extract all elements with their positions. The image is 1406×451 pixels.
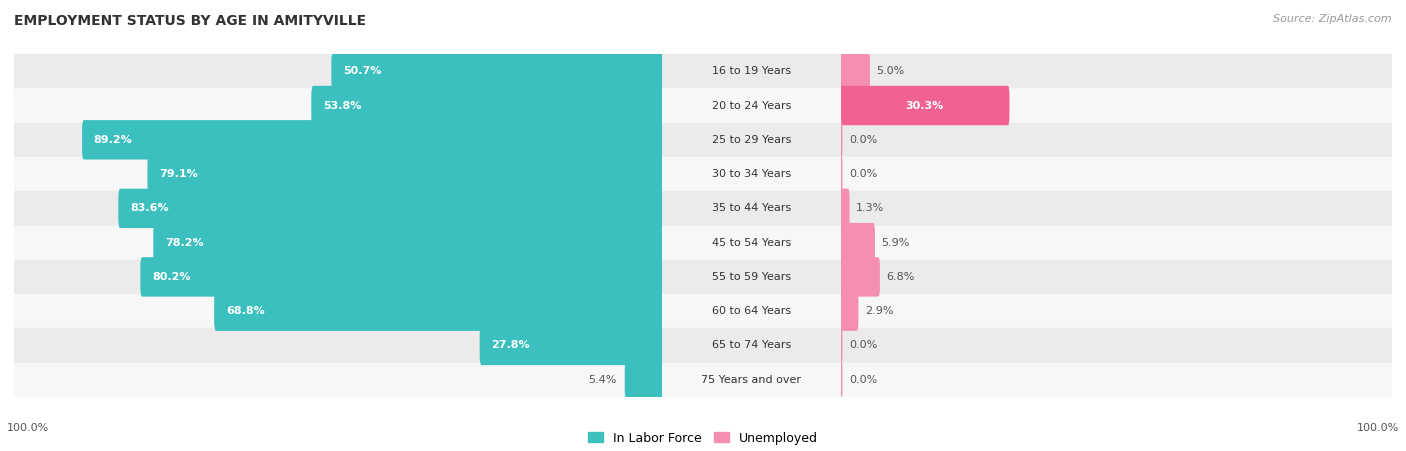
Text: 35 to 44 Years: 35 to 44 Years <box>711 203 790 213</box>
FancyBboxPatch shape <box>839 360 842 400</box>
FancyBboxPatch shape <box>214 291 664 331</box>
Bar <box>662 123 841 157</box>
Text: 80.2%: 80.2% <box>152 272 190 282</box>
FancyBboxPatch shape <box>839 154 842 194</box>
Bar <box>14 328 662 363</box>
Text: 89.2%: 89.2% <box>94 135 132 145</box>
Bar <box>662 54 841 88</box>
Text: 27.8%: 27.8% <box>491 341 530 350</box>
Text: 53.8%: 53.8% <box>323 101 361 110</box>
Bar <box>14 54 662 88</box>
FancyBboxPatch shape <box>153 223 664 262</box>
Bar <box>662 363 841 397</box>
Text: 30 to 34 Years: 30 to 34 Years <box>711 169 790 179</box>
Text: 78.2%: 78.2% <box>165 238 204 248</box>
Text: 1.3%: 1.3% <box>856 203 884 213</box>
Text: 100.0%: 100.0% <box>7 423 49 433</box>
Bar <box>841 191 1392 226</box>
Text: 0.0%: 0.0% <box>849 375 877 385</box>
Text: 0.0%: 0.0% <box>849 135 877 145</box>
FancyBboxPatch shape <box>311 86 664 125</box>
FancyBboxPatch shape <box>624 360 664 400</box>
Bar <box>841 294 1392 328</box>
FancyBboxPatch shape <box>118 189 664 228</box>
Bar <box>14 260 662 294</box>
Text: 6.8%: 6.8% <box>887 272 915 282</box>
Text: 5.0%: 5.0% <box>876 66 905 76</box>
Text: 25 to 29 Years: 25 to 29 Years <box>711 135 792 145</box>
Text: 20 to 24 Years: 20 to 24 Years <box>711 101 792 110</box>
Bar <box>662 226 841 260</box>
Bar <box>14 363 662 397</box>
Bar <box>14 294 662 328</box>
Bar <box>662 88 841 123</box>
FancyBboxPatch shape <box>148 154 664 194</box>
Text: EMPLOYMENT STATUS BY AGE IN AMITYVILLE: EMPLOYMENT STATUS BY AGE IN AMITYVILLE <box>14 14 366 28</box>
Text: 55 to 59 Years: 55 to 59 Years <box>711 272 790 282</box>
FancyBboxPatch shape <box>82 120 664 160</box>
Bar <box>841 226 1392 260</box>
FancyBboxPatch shape <box>839 189 849 228</box>
Bar <box>841 157 1392 191</box>
FancyBboxPatch shape <box>839 86 1010 125</box>
Bar <box>14 157 662 191</box>
FancyBboxPatch shape <box>839 51 870 91</box>
Bar <box>841 123 1392 157</box>
Bar <box>841 88 1392 123</box>
Bar <box>14 88 662 123</box>
Text: 68.8%: 68.8% <box>226 306 264 316</box>
Text: 30.3%: 30.3% <box>905 101 943 110</box>
Text: 0.0%: 0.0% <box>849 169 877 179</box>
FancyBboxPatch shape <box>839 223 875 262</box>
Bar <box>841 328 1392 363</box>
Text: 50.7%: 50.7% <box>343 66 381 76</box>
Text: 60 to 64 Years: 60 to 64 Years <box>711 306 790 316</box>
Text: 83.6%: 83.6% <box>129 203 169 213</box>
Bar <box>662 294 841 328</box>
FancyBboxPatch shape <box>839 326 842 365</box>
Text: 2.9%: 2.9% <box>865 306 894 316</box>
Bar <box>662 191 841 226</box>
FancyBboxPatch shape <box>839 257 880 297</box>
FancyBboxPatch shape <box>839 291 859 331</box>
Text: 100.0%: 100.0% <box>1357 423 1399 433</box>
Legend: In Labor Force, Unemployed: In Labor Force, Unemployed <box>588 432 818 445</box>
Bar <box>841 363 1392 397</box>
FancyBboxPatch shape <box>839 120 842 160</box>
Text: 5.4%: 5.4% <box>589 375 617 385</box>
FancyBboxPatch shape <box>332 51 664 91</box>
Bar <box>662 260 841 294</box>
Bar <box>662 157 841 191</box>
FancyBboxPatch shape <box>141 257 664 297</box>
Bar <box>14 123 662 157</box>
Bar <box>14 191 662 226</box>
FancyBboxPatch shape <box>479 326 664 365</box>
Text: Source: ZipAtlas.com: Source: ZipAtlas.com <box>1274 14 1392 23</box>
Text: 65 to 74 Years: 65 to 74 Years <box>711 341 790 350</box>
Text: 5.9%: 5.9% <box>882 238 910 248</box>
Bar <box>14 226 662 260</box>
Text: 16 to 19 Years: 16 to 19 Years <box>711 66 790 76</box>
Text: 75 Years and over: 75 Years and over <box>702 375 801 385</box>
Text: 45 to 54 Years: 45 to 54 Years <box>711 238 790 248</box>
Bar <box>841 54 1392 88</box>
Text: 0.0%: 0.0% <box>849 341 877 350</box>
Text: 79.1%: 79.1% <box>159 169 198 179</box>
Bar <box>841 260 1392 294</box>
Bar <box>662 328 841 363</box>
